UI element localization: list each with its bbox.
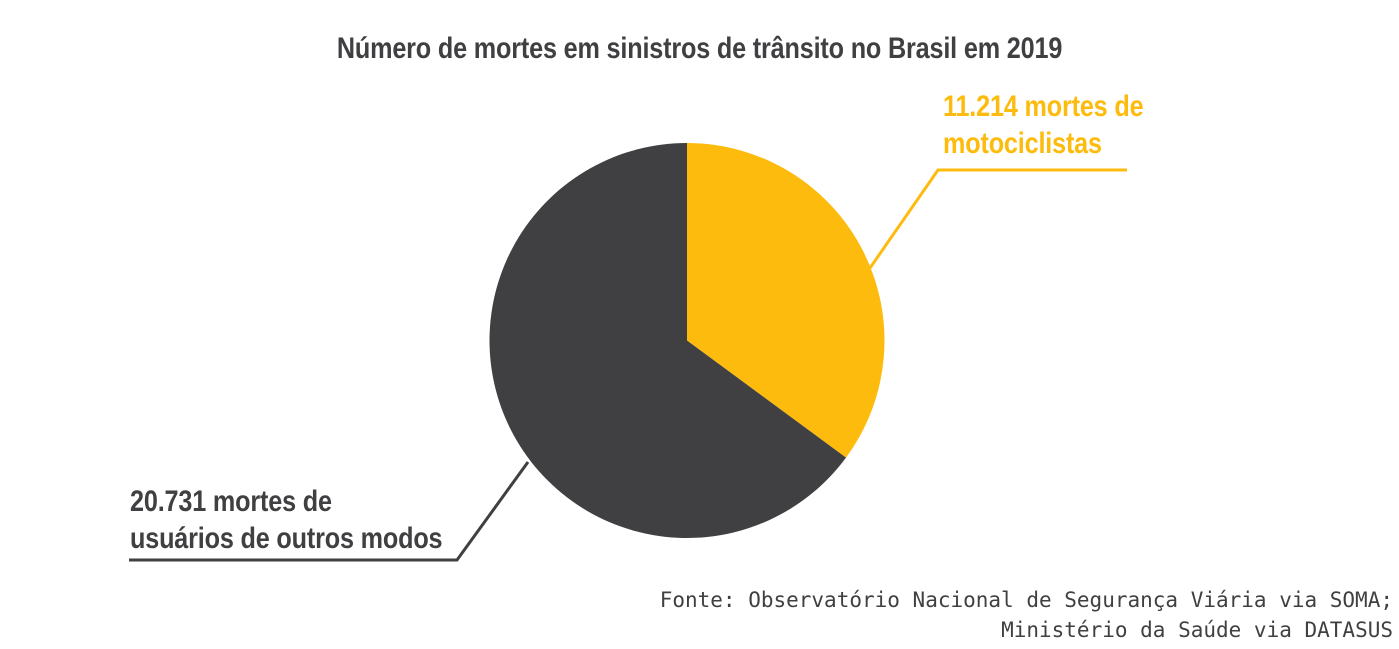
pie-slice-motociclistas bbox=[687, 143, 885, 458]
leader-line-usuarios-de-outros-modos bbox=[129, 461, 530, 562]
chart-title: Número de mortes em sinistros de trânsit… bbox=[336, 32, 1063, 65]
slice-label-usuarios-de-outros-modos: 20.731 mortes de usuários de outros modo… bbox=[130, 485, 443, 555]
source-attribution: Fonte: Observatório Nacional de Seguranç… bbox=[660, 585, 1393, 645]
pie-slices bbox=[489, 143, 885, 538]
source-line-1: Fonte: Observatório Nacional de Seguranç… bbox=[659, 588, 1393, 612]
source-line-2: Ministério da Saúde via DATASUS bbox=[1001, 618, 1393, 642]
slice-label-motociclistas: 11.214 mortes de motociclistas bbox=[943, 90, 1144, 160]
pie-slice-usuarios-de-outros-modos bbox=[489, 143, 847, 538]
leader-line-motociclistas bbox=[868, 168, 1127, 269]
